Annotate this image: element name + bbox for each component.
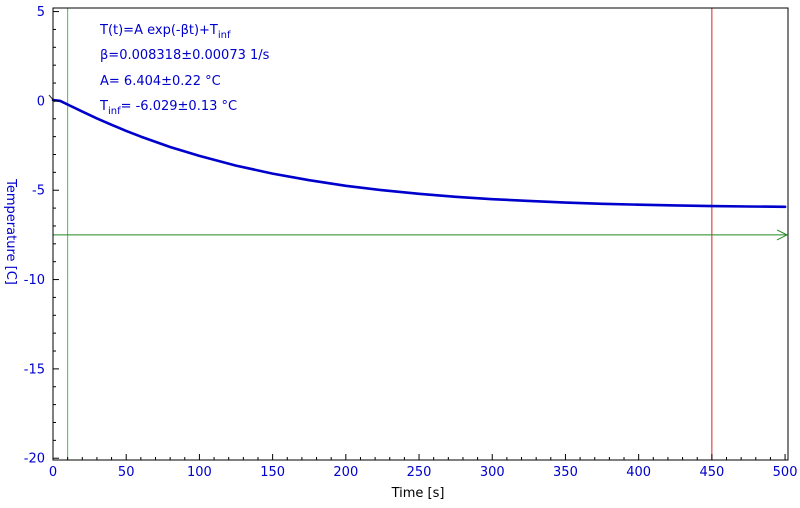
x-axis-title: Time [s] (391, 486, 445, 501)
y-tick-label-0: 0 (37, 94, 45, 109)
data-series-0 (51, 98, 787, 209)
x-tick-label-350: 350 (553, 465, 578, 480)
x-tick-label-50: 50 (118, 465, 135, 480)
fit-beta: β=0.008318±0.00073 1/s (100, 48, 270, 63)
fit-tinf-subscript: inf (108, 106, 121, 117)
fit-tinf-value: = -6.029±0.13 °C (121, 99, 237, 114)
fit-equation-subscript: inf (218, 30, 231, 41)
y-tick-label--15: -15 (24, 362, 45, 377)
fit-equation: T(t)=A exp(-βt)+Tinf (99, 23, 231, 41)
marker-layer (53, 8, 789, 460)
fit-tinf-main: T (99, 99, 108, 114)
x-tick-label-500: 500 (773, 465, 798, 480)
x-tick-label-400: 400 (626, 465, 651, 480)
x-tick-label-450: 450 (699, 465, 724, 480)
fit-equation-main: T(t)=A exp(-βt)+T (99, 23, 218, 38)
y-tick-label--10: -10 (24, 273, 45, 288)
y-axis-title: Temperature [C] (3, 178, 18, 285)
fit-amplitude: A= 6.404±0.22 °C (100, 74, 221, 89)
x-tick-label-200: 200 (333, 465, 358, 480)
x-tick-label-100: 100 (187, 465, 212, 480)
y-tick-label--20: -20 (24, 452, 45, 467)
fit-tinf: Tinf= -6.029±0.13 °C (99, 99, 237, 117)
horizontal-marker-arrow (776, 229, 789, 241)
y-tick-label--5: -5 (32, 184, 45, 199)
x-tick-label-150: 150 (260, 465, 285, 480)
fit-annotation: T(t)=A exp(-βt)+Tinf β=0.008318±0.00073 … (99, 23, 270, 117)
x-tick-label-0: 0 (49, 465, 57, 480)
x-tick-label-250: 250 (407, 465, 432, 480)
y-tick-label-5: 5 (37, 5, 45, 20)
tick-layer: 0 50 100 150 200 250 300 350 400 450 50050-5-10-15… (24, 5, 798, 480)
x-tick-label-300: 300 (480, 465, 505, 480)
plot-frame (52, 7, 789, 461)
